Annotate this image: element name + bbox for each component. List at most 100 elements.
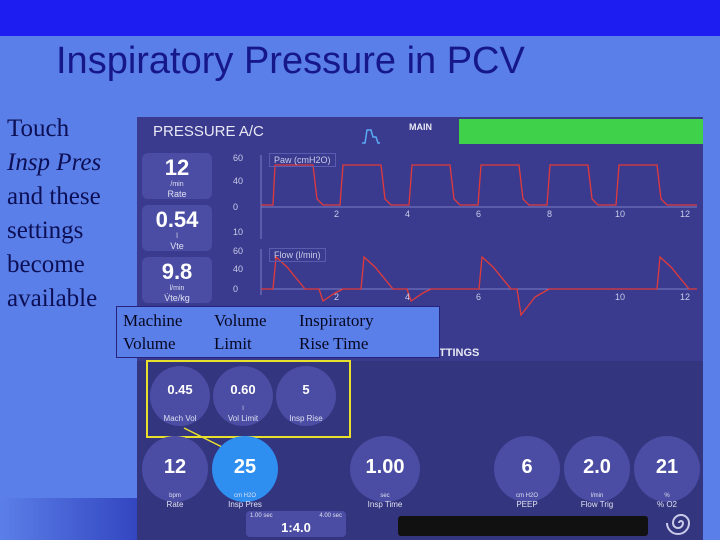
knob-name: Insp Pres xyxy=(228,500,262,509)
pressure-trace xyxy=(261,164,697,206)
knob-unit: cm H2O xyxy=(515,493,538,499)
ie-right-time: 4.00 sec xyxy=(319,513,342,519)
flow-trace xyxy=(261,255,697,317)
callout-text: Volume xyxy=(214,311,267,330)
flow-tick: 0 xyxy=(233,284,238,294)
knob-machine-volume[interactable]: 0.45 Mach Vol xyxy=(150,366,210,426)
readout-value: 9.8 xyxy=(161,259,193,284)
caption-line: become xyxy=(7,251,85,278)
waveform-area: 60 40 0 2 4 6 8 10 12 10 60 40 0 2 4 6 1… xyxy=(233,153,697,317)
knob-value: 25 xyxy=(233,456,257,478)
flow-x-tick: 6 xyxy=(476,292,481,302)
readout-vte: 0.54 l Vte xyxy=(142,205,212,251)
knob-face xyxy=(494,436,560,502)
flow-tick: 60 xyxy=(233,246,243,256)
pressure-x-tick: 4 xyxy=(405,209,410,219)
status-bar xyxy=(398,516,648,536)
readout-unit: l/min xyxy=(169,285,185,292)
knob-peep[interactable]: 6 cm H2O PEEP xyxy=(494,436,560,510)
readout-unit: /min xyxy=(170,181,184,188)
knob-unit: l xyxy=(242,406,244,412)
knob-name: Flow Trig xyxy=(580,500,614,509)
alarm-message-bar xyxy=(459,119,703,144)
knob-name: Mach Vol xyxy=(163,414,197,423)
caption-line: Touch xyxy=(7,115,70,142)
callout-text: Inspiratory xyxy=(299,311,374,330)
readout-unit: l xyxy=(176,233,178,240)
readout-name: Rate xyxy=(167,189,187,199)
knob-face xyxy=(150,366,210,426)
pressure-label: Paw (cmH2O) xyxy=(269,153,336,167)
readout-value: 12 xyxy=(164,155,190,180)
pressure-x-tick: 2 xyxy=(334,209,339,219)
knob-unit: sec xyxy=(380,493,390,499)
knob-value: 0.45 xyxy=(167,382,193,397)
swirl-logo-icon xyxy=(666,514,691,535)
mode-label: PRESSURE A/C xyxy=(153,123,264,140)
highlight-box xyxy=(146,360,351,438)
knob-insp-time[interactable]: 1.00 sec Insp Time xyxy=(350,436,420,510)
readout-rate: 12 /min Rate xyxy=(142,153,212,199)
readout-name: V̇te/kg xyxy=(164,293,190,303)
breath-indicator-icon xyxy=(362,129,380,144)
knob-volume-limit[interactable]: 0.60 l Vol Limit xyxy=(213,366,273,426)
knob-value: 0.60 xyxy=(230,382,256,397)
pressure-x-tick: 12 xyxy=(680,209,690,219)
knob-face xyxy=(142,436,208,502)
callout-text: Rise Time xyxy=(299,334,369,353)
knob-value: 1.00 xyxy=(365,456,405,478)
knob-value: 6 xyxy=(521,456,533,478)
main-tab[interactable]: MAIN xyxy=(409,122,432,132)
knob-insp-pres[interactable]: 25 cm H2O Insp Pres xyxy=(212,436,278,510)
readout-name: Vte xyxy=(170,241,184,251)
readout-value: 0.54 xyxy=(155,207,199,232)
flow-x-tick: 4 xyxy=(405,292,410,302)
knob-face-selected xyxy=(212,436,278,502)
ie-ratio-display: 1.00 sec 4.00 sec 1:4.0 xyxy=(246,511,346,537)
knob-value: 5 xyxy=(302,382,310,397)
knob-rate[interactable]: 12 bpm Rate xyxy=(142,436,208,510)
knob-face xyxy=(564,436,630,502)
callout-text: Machine xyxy=(123,311,183,330)
knob-face xyxy=(350,436,420,502)
settings-tab[interactable]: TTINGS xyxy=(439,347,480,359)
flow-label: Flow (l/min) xyxy=(269,248,326,262)
ie-left-time: 1.00 sec xyxy=(250,513,273,519)
readout-vte-per-kg: 9.8 l/min V̇te/kg xyxy=(142,257,212,303)
knob-name: Insp Time xyxy=(367,500,403,509)
knob-face xyxy=(276,366,336,426)
knob-flow-trig[interactable]: 2.0 l/min Flow Trig xyxy=(564,436,630,510)
callout-text: Limit xyxy=(214,334,252,353)
pressure-tick: 60 xyxy=(233,153,243,163)
knob-name: Insp Rise xyxy=(289,414,323,423)
knob-unit: l/min xyxy=(590,493,604,499)
slide-title: Inspiratory Pressure in PCV xyxy=(56,40,525,82)
knob-value: 12 xyxy=(163,456,187,478)
callout-text: Volume xyxy=(123,334,176,353)
flow-x-tick: 2 xyxy=(334,292,339,302)
knob-unit: % xyxy=(664,493,670,499)
flow-tick: 10 xyxy=(233,227,243,237)
knob-value: 2.0 xyxy=(583,456,611,478)
pressure-tick: 40 xyxy=(233,176,243,186)
caption-line: and these xyxy=(7,183,101,210)
knob-value: 21 xyxy=(655,456,679,478)
pressure-tick: 0 xyxy=(233,202,238,212)
knob-face xyxy=(634,436,700,502)
knob-insp-rise[interactable]: 5 Insp Rise xyxy=(276,366,336,426)
pressure-x-tick: 10 xyxy=(615,209,625,219)
knob-name: PEEP xyxy=(516,500,538,509)
caption-line: available xyxy=(7,285,98,312)
knob-name: % O2 xyxy=(656,500,677,509)
callout-box: Machine Volume Volume Limit Inspiratory … xyxy=(116,306,440,358)
knob-o2[interactable]: 21 % % O2 xyxy=(634,436,700,510)
caption-line: settings xyxy=(7,217,84,244)
pressure-x-tick: 6 xyxy=(476,209,481,219)
caption-line-insp-pres: Insp Pres xyxy=(7,149,102,176)
knob-unit: cm H2O xyxy=(233,493,256,499)
knob-unit: bpm xyxy=(169,493,181,499)
knob-name: Vol Limit xyxy=(227,414,259,423)
slide-caption: Touch Insp Pres and these settings becom… xyxy=(7,112,137,316)
knob-name: Rate xyxy=(166,500,184,509)
knob-face xyxy=(213,366,273,426)
